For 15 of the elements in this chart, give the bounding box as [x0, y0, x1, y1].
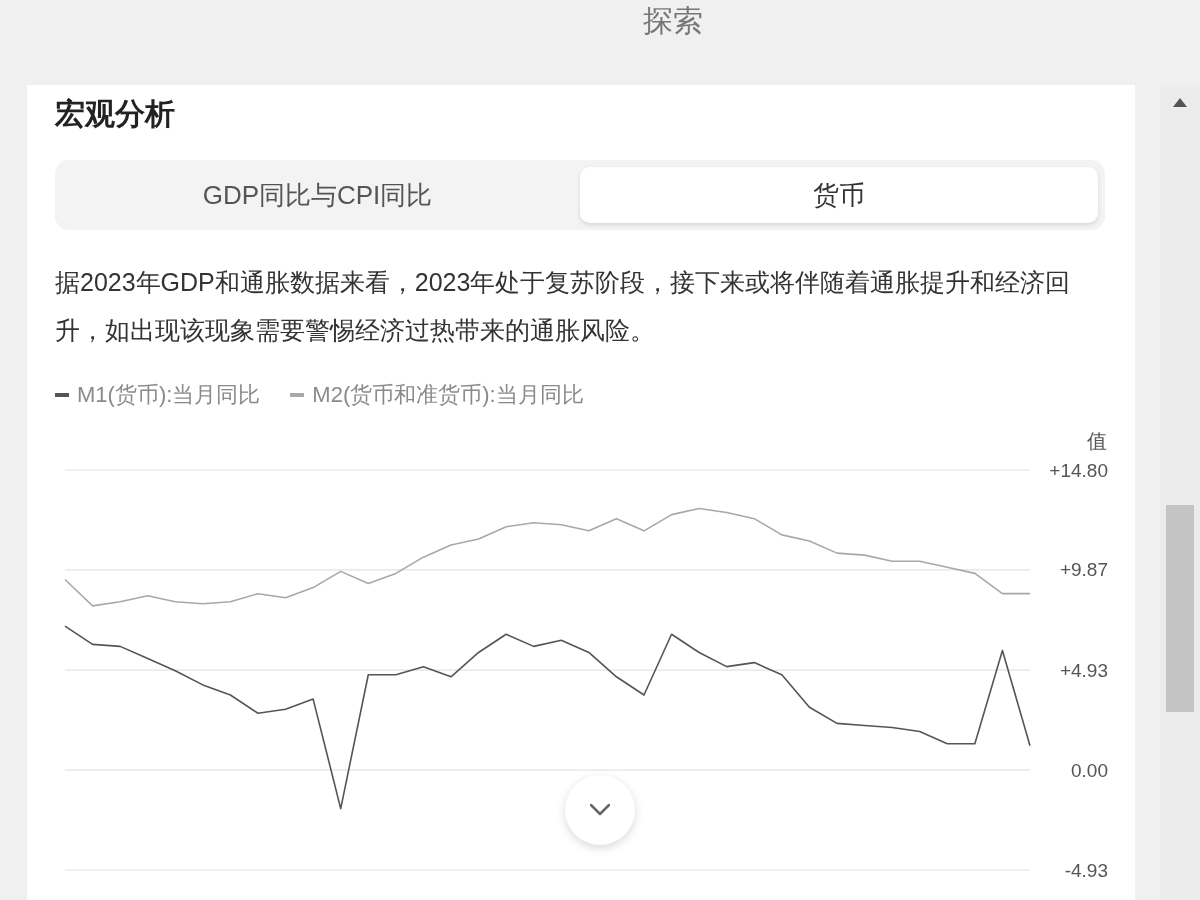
- y-tick-label: +9.87: [1059, 559, 1108, 581]
- y-tick-label: +4.93: [1059, 659, 1108, 681]
- chart-title: 宏观分析: [55, 96, 175, 132]
- selected-tab: 货币: [580, 167, 1098, 223]
- y-axis-title: 值: [1086, 429, 1107, 454]
- y-tick-label: 0.00: [1071, 759, 1108, 781]
- chart-subtitle: 据2023年GDP和通胀数据来看，2023年处于复苏阶段，接下来或将伴随着通胀提升和经济回升，如出现该现象需要警惕经济过热带来的通胀风险。: [55, 267, 1072, 346]
- legend-label: M2(货币和准货币):当月同比: [312, 381, 584, 409]
- legend-label: M1(货币):当月同比: [77, 381, 261, 409]
- y-tick-label: -4.93: [1064, 859, 1108, 881]
- line-series: [64, 625, 1031, 810]
- y-tick-label: +14.80: [1049, 459, 1108, 481]
- tab-bar: GDP同比与CPI同比 货币: [55, 160, 1105, 230]
- line-series: [64, 507, 1031, 607]
- text: 探索: [643, 3, 703, 39]
